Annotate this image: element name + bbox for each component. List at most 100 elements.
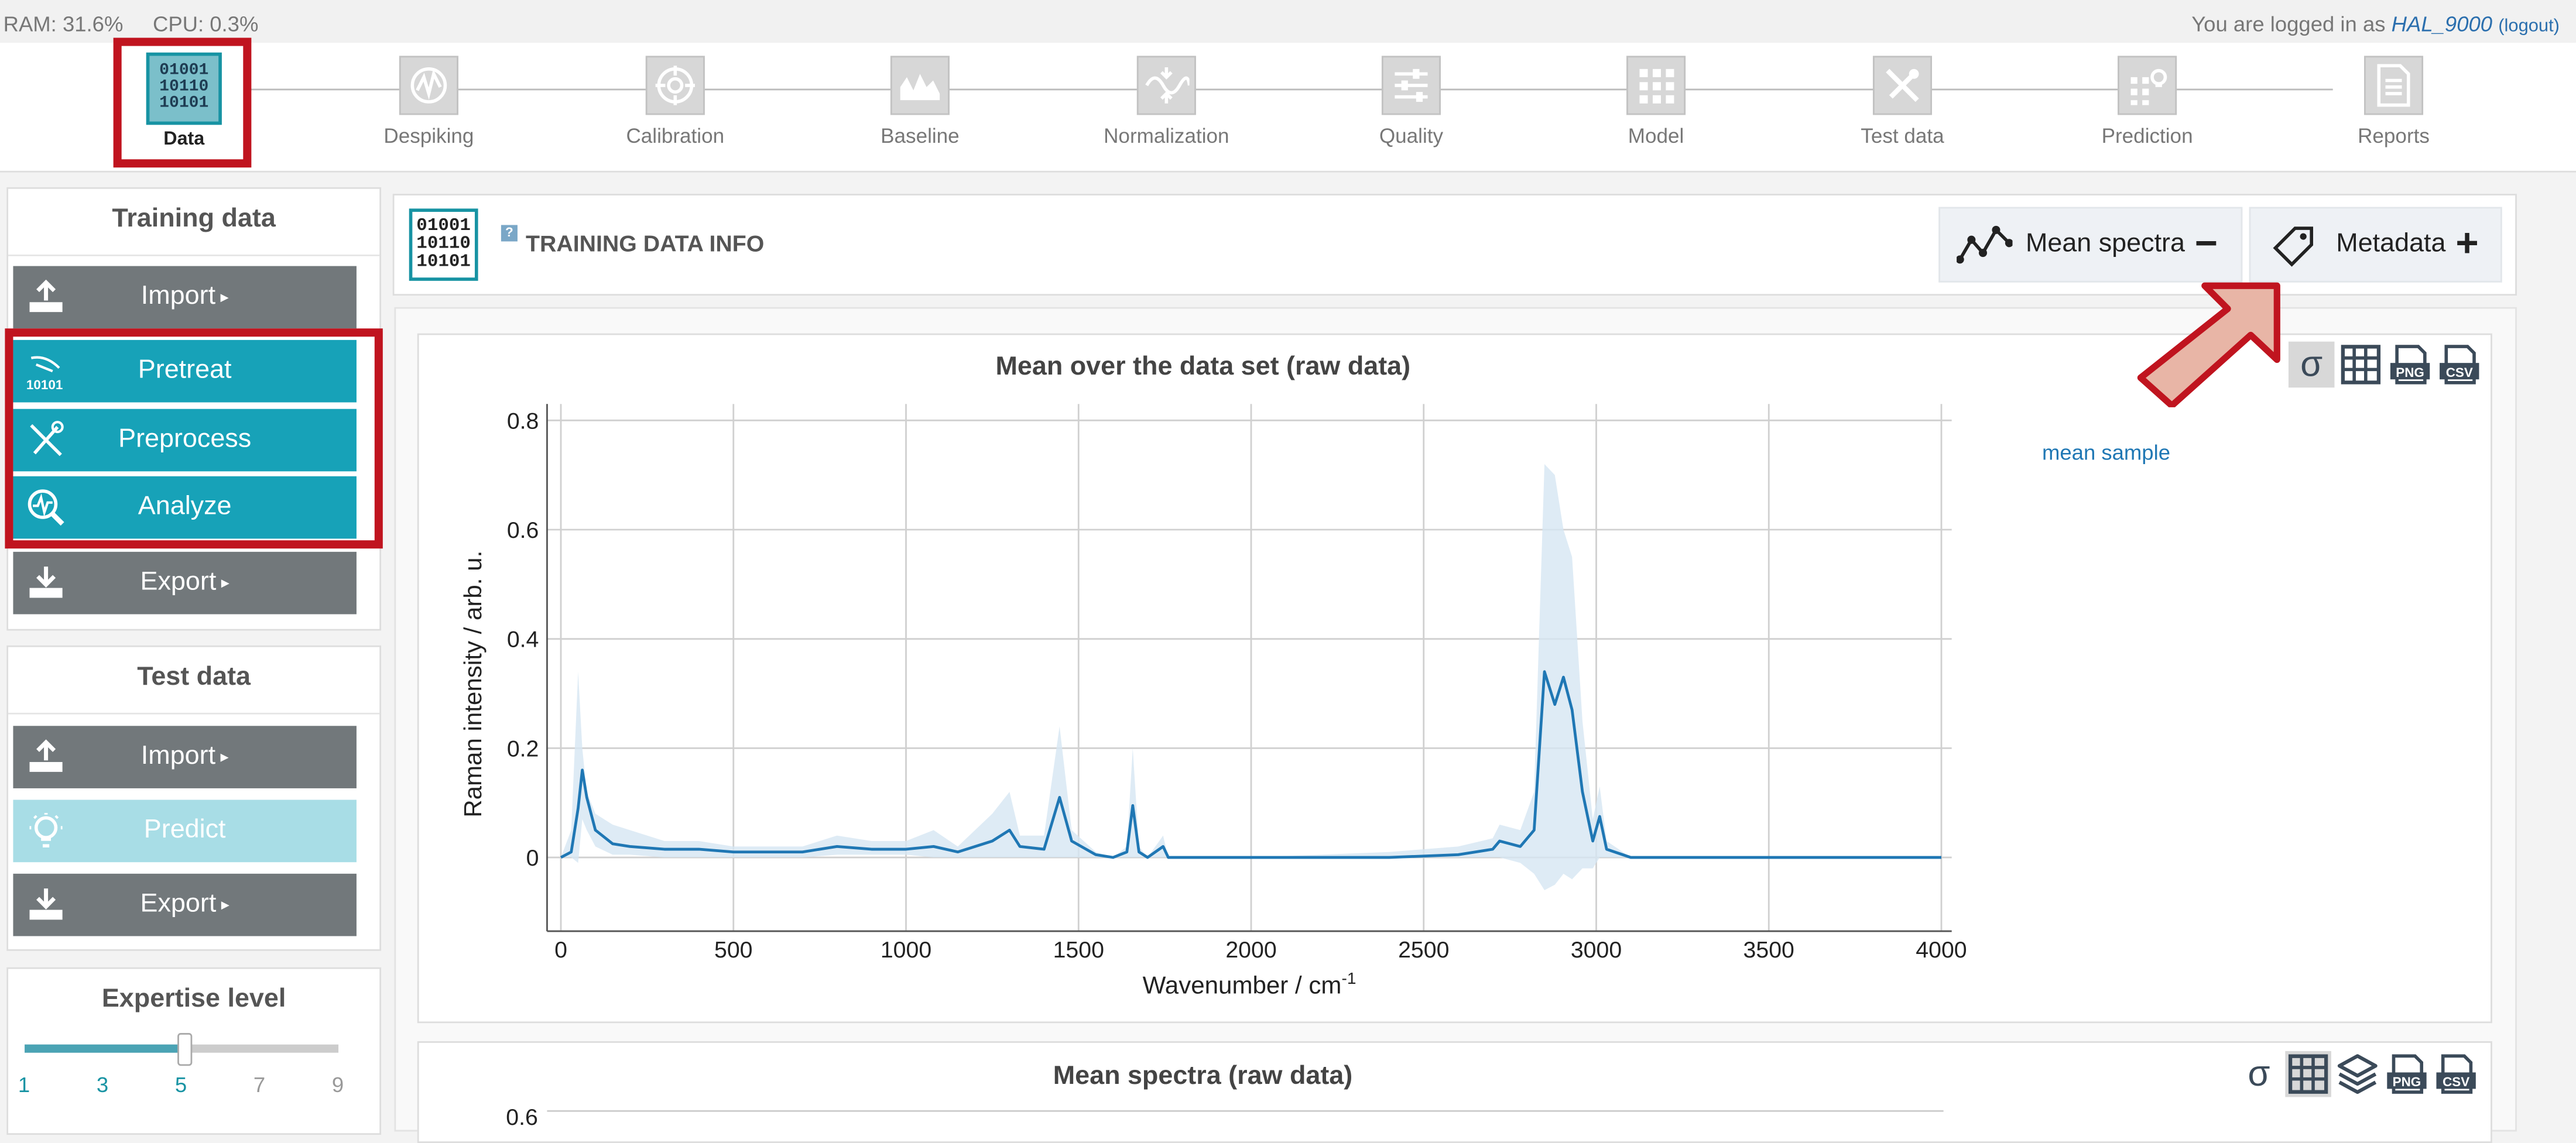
step-label: Test data bbox=[1861, 125, 1944, 148]
step-label: Calibration bbox=[626, 125, 725, 148]
step-normalization[interactable]: Normalization bbox=[1076, 56, 1257, 148]
expertise-level-label[interactable]: 7 bbox=[253, 1072, 266, 1097]
pretreat-button[interactable]: 10101 Pretreat bbox=[13, 339, 357, 403]
step-calibration[interactable]: Calibration bbox=[585, 56, 766, 148]
workflow-bar: 01001 10110 10101 Data Despiking Calibrati… bbox=[0, 42, 2576, 173]
x-tick-label: 2500 bbox=[1398, 937, 1449, 963]
test-data-title: Test data bbox=[8, 647, 380, 715]
download-csv-icon[interactable]: CSV bbox=[2433, 1051, 2479, 1097]
mean-spectra-toggle[interactable]: Mean spectra − bbox=[1938, 207, 2243, 283]
y-tick-label: 0 bbox=[526, 845, 539, 871]
svg-text:10101: 10101 bbox=[26, 377, 63, 391]
step-prediction[interactable]: Prediction bbox=[2057, 56, 2238, 148]
login-prefix: You are logged in as bbox=[2191, 11, 2386, 36]
expertise-title: Expertise level bbox=[101, 985, 286, 1014]
prediction-icon bbox=[2118, 56, 2177, 115]
sigma-band bbox=[561, 464, 1941, 891]
download-csv-icon[interactable]: CSV bbox=[2436, 342, 2482, 388]
expertise-level-label[interactable]: 3 bbox=[96, 1072, 109, 1097]
predict-button[interactable]: Predict bbox=[13, 799, 357, 863]
caret-right-icon: ▸ bbox=[221, 895, 229, 914]
quality-sliders-icon bbox=[1381, 56, 1441, 115]
upload-icon bbox=[29, 739, 63, 772]
training-export-button[interactable]: Export ▸ bbox=[13, 551, 357, 615]
step-label: Model bbox=[1628, 125, 1684, 148]
data-binary-icon: 01001 10110 10101 bbox=[146, 52, 222, 125]
legend-entry[interactable]: mean sample bbox=[2042, 440, 2171, 465]
test-import-button[interactable]: Import ▸ bbox=[13, 726, 357, 788]
status-bar: RAM: 31.6% CPU: 0.3% You are logged in a… bbox=[0, 0, 2576, 44]
expertise-level-label[interactable]: 9 bbox=[331, 1072, 344, 1097]
mean-spectra-panel bbox=[417, 1041, 2492, 1143]
logout-link[interactable]: (logout) bbox=[2498, 16, 2560, 36]
training-data-title: Training data bbox=[8, 189, 380, 256]
sigma-toggle-icon[interactable]: σ bbox=[2288, 341, 2335, 388]
chart2-toolbar: σ PNG CSV bbox=[2236, 1051, 2479, 1097]
table-icon[interactable] bbox=[2285, 1051, 2331, 1097]
preprocess-icon bbox=[30, 421, 64, 456]
slider-fill bbox=[25, 1044, 182, 1053]
plot-area bbox=[547, 404, 1952, 932]
chart2-gridline bbox=[547, 1110, 1944, 1112]
reports-icon bbox=[2364, 56, 2424, 115]
step-quality[interactable]: Quality bbox=[1321, 56, 1502, 148]
step-label: Data bbox=[163, 129, 205, 150]
chart2-title: Mean spectra (raw data) bbox=[1053, 1062, 1353, 1091]
x-tick-label: 1500 bbox=[1053, 937, 1104, 963]
x-tick-label: 0 bbox=[554, 937, 567, 963]
analyze-magnifier-icon bbox=[28, 489, 64, 526]
download-icon bbox=[29, 567, 63, 598]
step-reports[interactable]: Reports bbox=[2303, 56, 2484, 148]
help-icon[interactable]: ? bbox=[501, 225, 518, 242]
slider-handle[interactable] bbox=[176, 1033, 191, 1066]
chart-title: Mean over the data set (raw data) bbox=[995, 353, 1411, 382]
svg-text:PNG: PNG bbox=[2396, 365, 2424, 380]
despiking-icon bbox=[399, 56, 458, 115]
mean-spectrum-chart[interactable]: 00.20.40.60.80 500 1000 1500 2000 2500 3000 350… bbox=[0, 0, 2576, 1118]
analyze-button[interactable]: Analyze bbox=[13, 476, 357, 539]
sigma-toggle-icon[interactable]: σ bbox=[2248, 1052, 2270, 1094]
cpu-usage: CPU: 0.3% bbox=[152, 11, 259, 36]
step-test-data[interactable]: Test data bbox=[1812, 56, 1993, 148]
normalization-icon bbox=[1136, 56, 1196, 115]
x-axis-label-superscript: -1 bbox=[1341, 969, 1356, 987]
expertise-level-label[interactable]: 1 bbox=[18, 1072, 30, 1097]
step-label: Despiking bbox=[383, 125, 474, 148]
table-icon[interactable] bbox=[2338, 342, 2384, 388]
step-model[interactable]: Model bbox=[1566, 56, 1746, 148]
preprocess-button[interactable]: Preprocess bbox=[13, 409, 357, 472]
expertise-slider[interactable] bbox=[25, 1033, 339, 1066]
workflow-connector bbox=[246, 88, 2333, 91]
step-data[interactable]: 01001 10110 10101 Data bbox=[94, 52, 275, 150]
y-tick-label: 0.6 bbox=[507, 517, 539, 543]
download-png-icon[interactable]: PNG bbox=[2384, 1051, 2430, 1097]
step-despiking[interactable]: Despiking bbox=[338, 56, 519, 148]
login-info: You are logged in as HAL_9000 (logout) bbox=[2191, 12, 2560, 36]
caret-right-icon: ▸ bbox=[221, 574, 229, 592]
plus-icon: + bbox=[2455, 221, 2479, 266]
x-tick-label: 4000 bbox=[1916, 937, 1967, 963]
layers-icon[interactable] bbox=[2334, 1051, 2380, 1097]
caret-right-icon: ▸ bbox=[220, 748, 229, 767]
expertise-level-label[interactable]: 5 bbox=[174, 1072, 187, 1097]
y-tick-label: 0.8 bbox=[507, 408, 539, 434]
x-tick-label: 3500 bbox=[1743, 937, 1794, 963]
data-binary-icon: 01001 10110 10101 bbox=[409, 208, 478, 281]
metadata-toggle[interactable]: Metadata + bbox=[2249, 207, 2502, 283]
svg-text:CSV: CSV bbox=[2446, 365, 2473, 380]
training-import-button[interactable]: Import ▸ bbox=[13, 266, 357, 329]
mean-spectrum-line bbox=[560, 670, 1941, 859]
x-tick-label: 3000 bbox=[1571, 937, 1622, 963]
training-info-title: TRAINING DATA INFO bbox=[525, 229, 765, 256]
username-link[interactable]: HAL_9000 bbox=[2391, 11, 2493, 36]
chart2-y-tick: 0.6 bbox=[506, 1103, 538, 1130]
y-axis-label: Raman intensity / arb. u. bbox=[459, 551, 487, 818]
download-icon bbox=[29, 888, 63, 920]
chart1-toolbar: σ PNG CSV bbox=[2288, 341, 2482, 388]
step-baseline[interactable]: Baseline bbox=[830, 56, 1010, 148]
x-axis-label: Wavenumber / cm-1 bbox=[1143, 969, 1356, 999]
y-tick-label: 0.2 bbox=[507, 736, 539, 761]
test-export-button[interactable]: Export ▸ bbox=[13, 873, 357, 936]
download-png-icon[interactable]: PNG bbox=[2387, 342, 2433, 388]
upload-icon bbox=[29, 279, 63, 313]
